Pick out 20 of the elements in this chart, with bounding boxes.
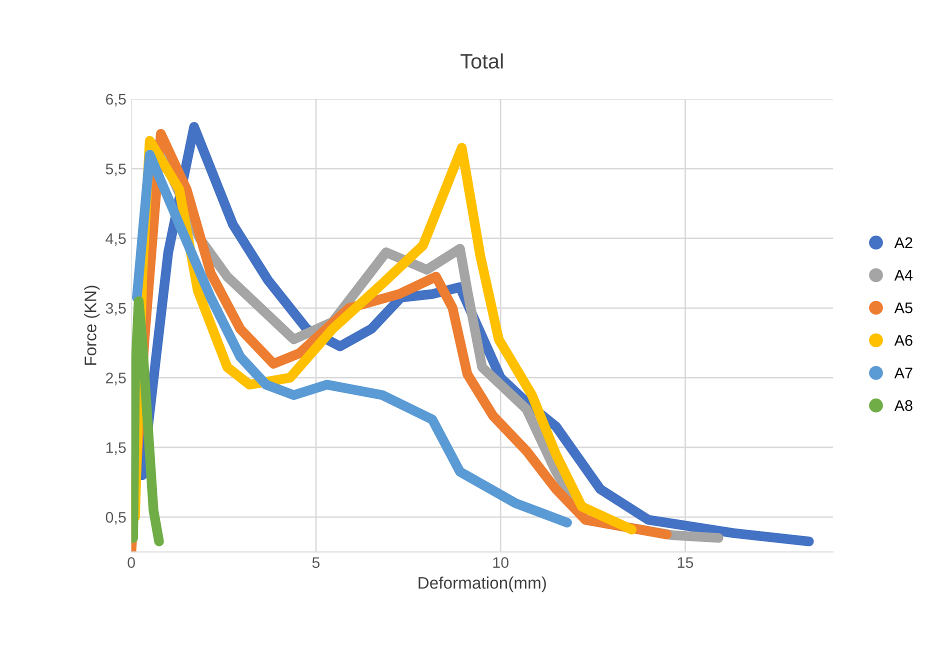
x-tick-label: 0 xyxy=(128,557,135,568)
y-tick-label: 6,5 xyxy=(106,94,126,106)
x-axis-title: Deformation(mm) xyxy=(418,576,546,592)
y-tick-label: 1,5 xyxy=(106,442,126,455)
x-tick-label: 10 xyxy=(493,557,508,568)
y-tick-label: 2,5 xyxy=(106,372,126,386)
legend-label: A4 xyxy=(894,270,913,281)
y-tick-label: 0,5 xyxy=(106,512,126,525)
legend-label: A2 xyxy=(894,237,912,248)
legend-label: A7 xyxy=(894,368,912,378)
chart-title: Total xyxy=(460,53,503,69)
y-tick-label: 4,5 xyxy=(106,233,126,246)
x-tick-label: 15 xyxy=(678,557,694,568)
legend-label: A5 xyxy=(894,302,912,314)
x-tick-label: 5 xyxy=(312,557,320,568)
y-tick-label: 5,5 xyxy=(106,164,126,176)
legend-label: A8 xyxy=(894,400,912,411)
legend-label: A6 xyxy=(894,335,912,346)
y-tick-label: 3,5 xyxy=(106,302,126,316)
y-axis-title: Force (KN) xyxy=(84,286,100,365)
